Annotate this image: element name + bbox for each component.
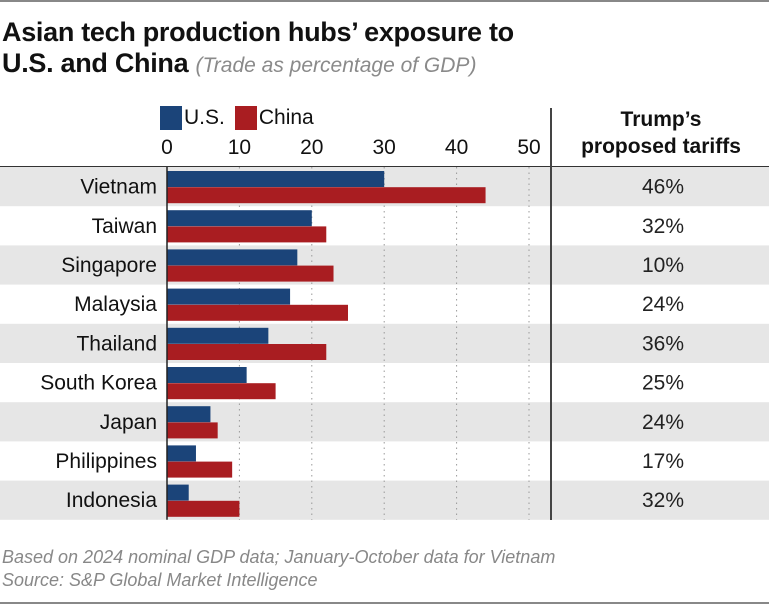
bar-us xyxy=(167,484,189,501)
bar-china xyxy=(167,461,233,478)
bar-china xyxy=(167,265,334,282)
legend: U.S. China xyxy=(160,106,324,130)
legend-label-china: China xyxy=(258,106,314,129)
tariff-value: 32% xyxy=(642,215,684,238)
footnote-source: Source: S&P Global Market Intelligence xyxy=(2,570,318,590)
bar-us xyxy=(167,406,211,423)
bar-us xyxy=(167,210,312,227)
country-label: Thailand xyxy=(76,332,157,355)
x-tick-label: 0 xyxy=(161,136,173,159)
chart-subtitle: (Trade as percentage of GDP) xyxy=(195,54,477,77)
x-tick-label: 30 xyxy=(372,136,396,159)
country-label: Malaysia xyxy=(74,293,157,316)
footnote: Based on 2024 nominal GDP data; January-… xyxy=(2,546,555,592)
bar-china xyxy=(167,500,240,517)
bar-china xyxy=(167,226,327,243)
bar-china xyxy=(167,187,486,204)
title-line-2-text: U.S. and China xyxy=(2,48,189,78)
bar-us xyxy=(167,367,247,383)
title-line-1: Asian tech production hubs’ exposure to xyxy=(2,17,514,47)
legend-swatch-china xyxy=(234,106,257,130)
tariff-value: 24% xyxy=(642,293,684,316)
country-label: South Korea xyxy=(40,372,157,395)
x-tick-label: 40 xyxy=(444,136,469,159)
header-rule xyxy=(0,166,769,167)
legend-swatch-us xyxy=(160,106,182,130)
column-divider xyxy=(550,108,552,520)
top-rule xyxy=(0,0,769,2)
tariff-header-line-1: Trump’s xyxy=(620,108,702,131)
bar-china xyxy=(167,383,276,400)
tariff-value: 17% xyxy=(642,450,684,473)
tariff-value: 36% xyxy=(642,332,684,355)
tariff-column-header: Trump’s proposed tariffs xyxy=(553,106,769,160)
x-tick-label: 20 xyxy=(300,136,324,159)
country-label: Taiwan xyxy=(92,215,157,238)
bar-us xyxy=(167,327,269,344)
bar-us xyxy=(167,288,291,305)
bottom-rule xyxy=(0,602,769,604)
bar-us xyxy=(167,445,196,462)
bar-china xyxy=(167,304,348,321)
chart-title: Asian tech production hubs’ exposure to … xyxy=(2,17,514,81)
tariff-value: 46% xyxy=(642,176,684,199)
bar-us xyxy=(167,171,385,187)
country-label: Singapore xyxy=(61,254,157,277)
country-label: Vietnam xyxy=(80,176,157,199)
country-label: Indonesia xyxy=(66,489,157,512)
x-tick-label: 50 xyxy=(517,136,541,159)
bar-us xyxy=(167,249,298,266)
bar-china xyxy=(167,422,218,439)
tariff-header-line-2: proposed tariffs xyxy=(581,135,741,158)
bar-china xyxy=(167,344,327,360)
row-shade xyxy=(0,402,769,442)
tariff-value: 10% xyxy=(642,254,684,277)
country-label: Japan xyxy=(100,411,157,434)
x-tick-label: 10 xyxy=(227,136,252,159)
title-line-2: U.S. and China (Trade as percentage of G… xyxy=(2,48,514,81)
legend-label-us: U.S. xyxy=(184,106,225,129)
tariff-value: 32% xyxy=(642,489,684,512)
country-label: Philippines xyxy=(55,450,157,473)
footnote-note: Based on 2024 nominal GDP data; January-… xyxy=(2,547,556,567)
tariff-value: 24% xyxy=(642,411,684,434)
tariff-value: 25% xyxy=(642,372,684,395)
